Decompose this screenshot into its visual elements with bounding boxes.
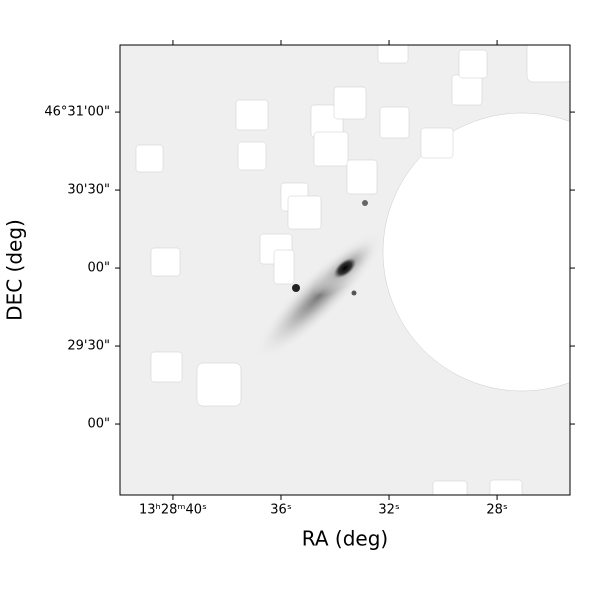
sky-image [120, 45, 570, 495]
x-tick-label: 13ʰ28ᵐ40ˢ [139, 503, 207, 518]
y-tick-label: 29'30" [67, 339, 110, 354]
y-axis-label: DEC (deg) [3, 219, 27, 321]
y-tick-label: 00" [87, 417, 110, 432]
frame [119, 44, 571, 496]
y-tick-label: 00" [87, 261, 110, 276]
x-tick-label: 28ˢ [486, 503, 508, 518]
y-tick-label: 30'30" [67, 183, 110, 198]
x-tick-label: 32ˢ [378, 503, 400, 518]
y-tick-label: 46°31'00" [44, 105, 110, 120]
x-tick-label: 36ˢ [270, 503, 292, 518]
x-axis-label: RA (deg) [302, 527, 388, 551]
